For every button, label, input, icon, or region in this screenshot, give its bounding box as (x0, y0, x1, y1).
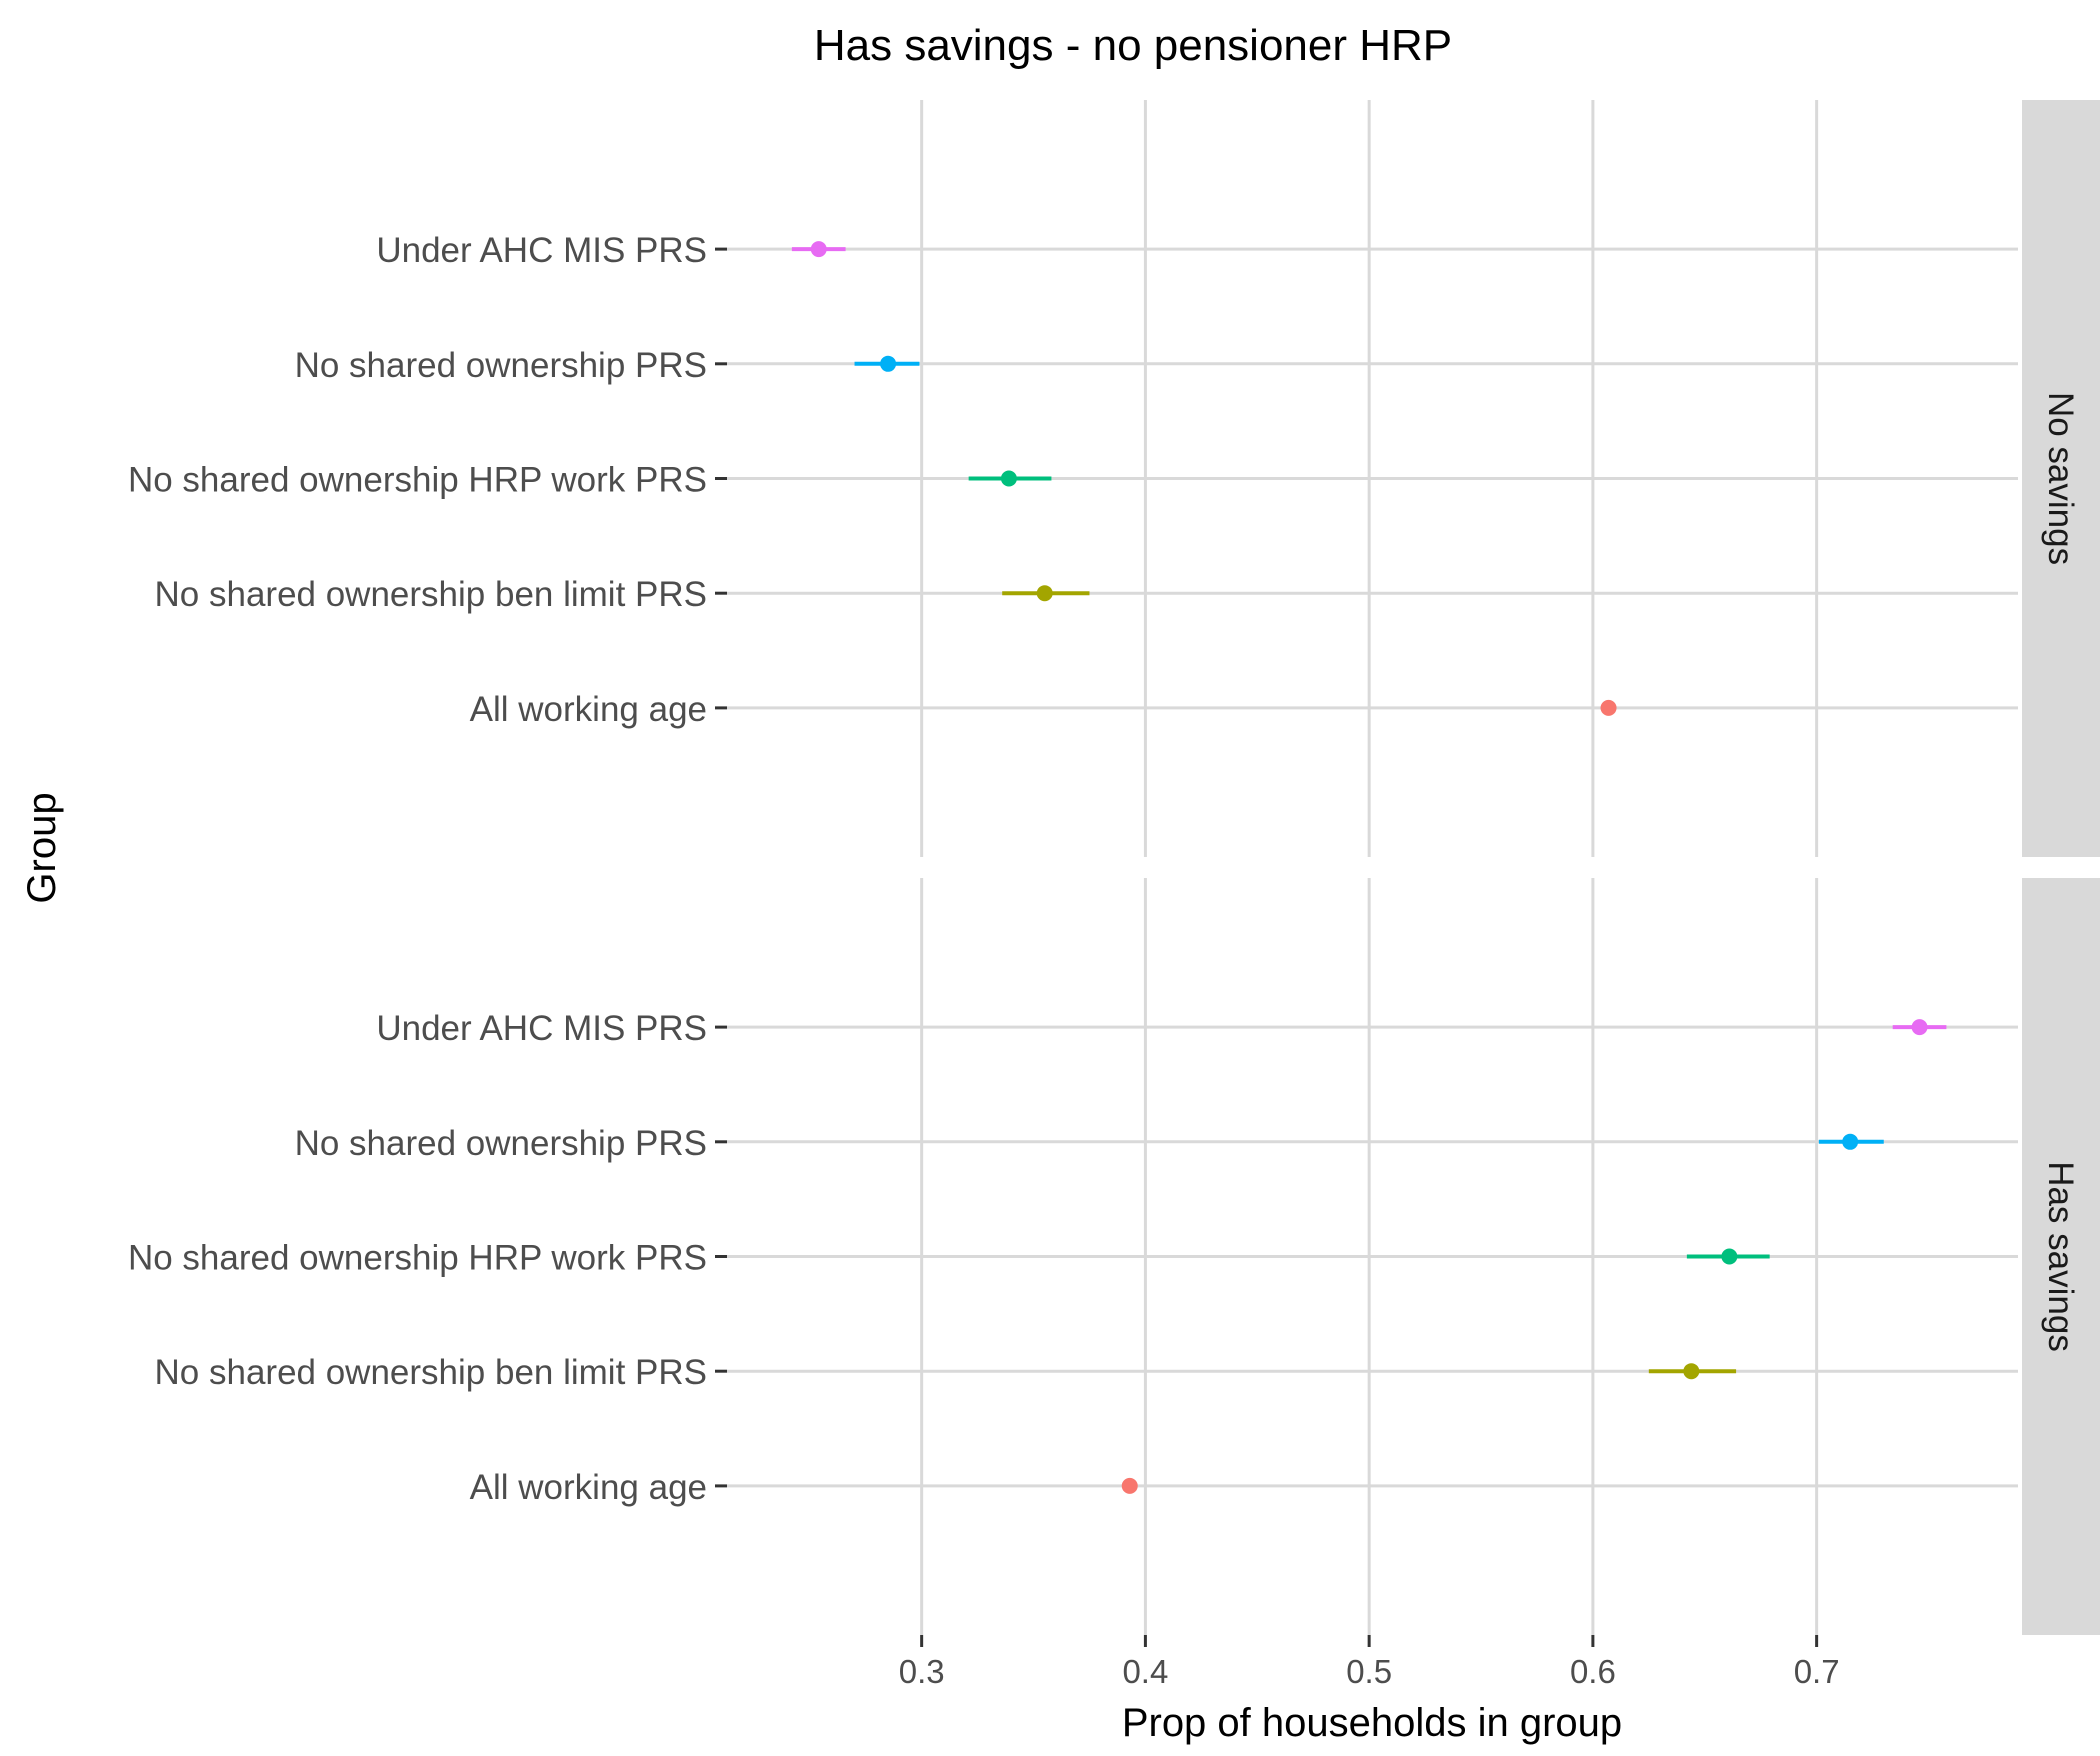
data-point (1600, 699, 1617, 716)
y-tick-label: No shared ownership ben limit PRS (155, 575, 707, 614)
data-point (1036, 585, 1053, 602)
y-tick-label: No shared ownership HRP work PRS (128, 1239, 707, 1278)
y-tick-label: All working age (470, 690, 707, 729)
x-tick-label: 0.7 (1794, 1653, 1840, 1690)
y-tick-label: No shared ownership PRS (295, 346, 707, 385)
y-tick-label: All working age (470, 1468, 707, 1507)
data-point (1683, 1363, 1700, 1380)
y-tick-label: Under AHC MIS PRS (376, 1009, 707, 1048)
y-tick-label: No shared ownership HRP work PRS (128, 461, 707, 500)
y-tick-label: No shared ownership PRS (295, 1124, 707, 1163)
facet-panel-0: Under AHC MIS PRS No shared ownership PRS… (128, 100, 2100, 857)
data-point (1721, 1248, 1738, 1265)
chart-title: Has savings - no pensioner HRP (814, 21, 1452, 70)
data-point (1842, 1133, 1859, 1150)
data-point (810, 241, 827, 258)
y-axis-title: Group (20, 792, 64, 903)
x-tick-label: 0.6 (1570, 1653, 1616, 1690)
plot-panels: Under AHC MIS PRS No shared ownership PRS… (128, 100, 2100, 1690)
x-tick-label: 0.5 (1346, 1653, 1392, 1690)
facet-strip-label: No savings (2041, 392, 2080, 565)
facet-strip (2022, 878, 2100, 1635)
data-point (1121, 1477, 1138, 1494)
data-point (1000, 470, 1017, 487)
y-tick-label: No shared ownership ben limit PRS (155, 1353, 707, 1392)
facet-strip-label: Has savings (2041, 1161, 2080, 1352)
data-point (880, 355, 897, 372)
facet-panel-1: Under AHC MIS PRS No shared ownership PRS… (128, 878, 2100, 1635)
facet-strip (2022, 100, 2100, 857)
x-axis-title: Prop of households in group (1122, 1701, 1622, 1745)
y-tick-label: Under AHC MIS PRS (376, 231, 707, 270)
x-tick-label: 0.4 (1122, 1653, 1168, 1690)
x-tick-label: 0.3 (899, 1653, 945, 1690)
data-point (1911, 1019, 1928, 1036)
